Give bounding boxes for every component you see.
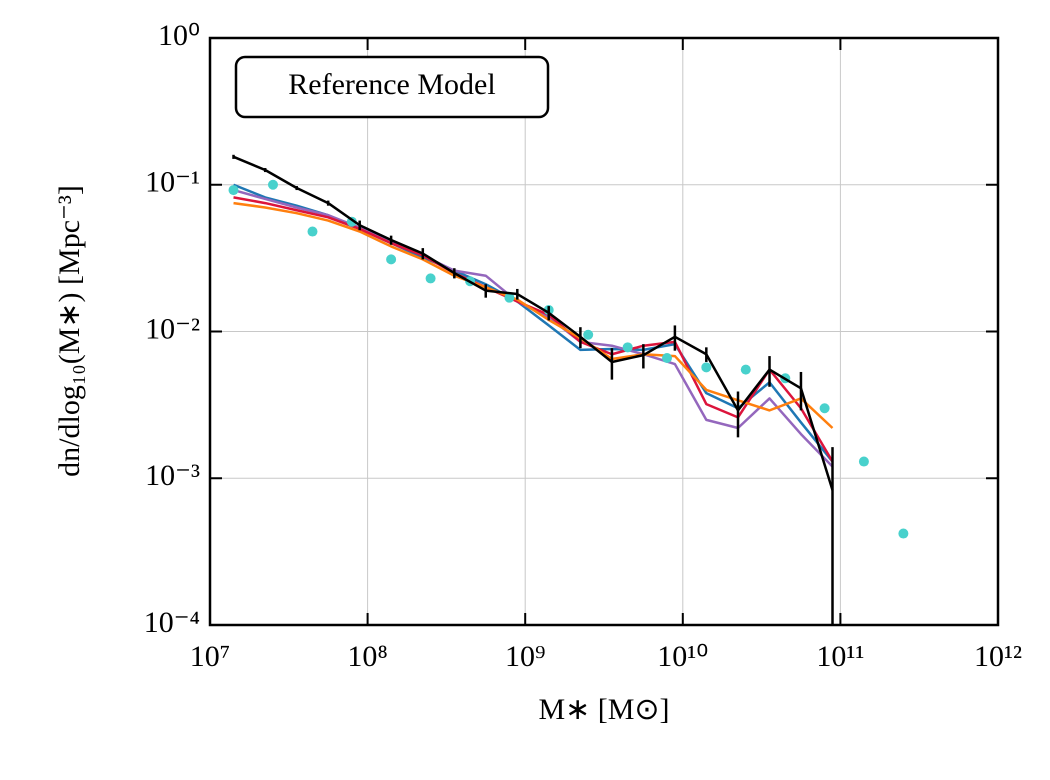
data-point: [425, 273, 436, 284]
data-point: [858, 456, 869, 467]
data-point: [819, 403, 830, 414]
data-line: [233, 188, 834, 468]
data-line: [233, 196, 834, 463]
x-tick-label: 10⁹: [505, 640, 545, 673]
data-point: [267, 179, 278, 190]
data-line: [233, 155, 834, 491]
data-point: [228, 185, 239, 196]
data-point: [662, 352, 673, 363]
data-line: [233, 183, 834, 463]
annotation-box: [234, 55, 550, 119]
y-tick-label: 10⁻²: [145, 312, 200, 345]
data-point: [583, 329, 594, 340]
x-tick-label: 10⁷: [190, 640, 230, 673]
y-tick-label: 10⁻¹: [145, 166, 200, 199]
data-point: [622, 342, 633, 353]
x-axis-label: M∗ [M⊙]: [538, 693, 669, 726]
plot-area: [228, 154, 909, 625]
data-point: [701, 362, 712, 373]
grid: [209, 37, 999, 626]
data-point: [898, 528, 909, 539]
x-tick-label: 10⁸: [347, 640, 387, 673]
data-point: [386, 254, 397, 265]
data-point: [504, 292, 515, 303]
x-tick-label: 10¹²: [974, 640, 1022, 673]
data-line: [233, 201, 834, 429]
x-tick-label: 10¹⁰: [657, 640, 708, 673]
y-tick-label: 10⁻⁴: [144, 606, 200, 639]
data-point: [740, 364, 751, 375]
annotation: Reference Model: [288, 68, 495, 101]
axes: 10⁷ 10⁸ 10⁹ 10¹⁰ 10¹¹ 10¹² 10⁻⁴ 10⁻³ 10⁻² 10⁻¹ 10⁰: [144, 19, 1022, 673]
y-tick-label: 10⁰: [158, 19, 200, 52]
y-axis-label: dn/dlog₁₀(M∗) [Mpc⁻³]: [53, 185, 86, 477]
y-tick-label: 10⁻³: [145, 459, 200, 492]
x-tick-label: 10¹¹: [816, 640, 864, 673]
data-point: [307, 226, 318, 237]
